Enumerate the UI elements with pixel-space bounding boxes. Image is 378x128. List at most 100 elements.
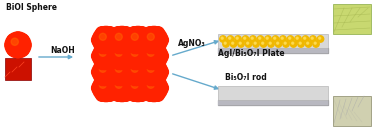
Circle shape xyxy=(230,41,237,47)
Circle shape xyxy=(284,42,286,44)
Circle shape xyxy=(128,27,140,39)
Circle shape xyxy=(139,34,152,46)
Circle shape xyxy=(104,59,116,71)
Circle shape xyxy=(289,37,291,39)
Circle shape xyxy=(139,66,152,78)
Circle shape xyxy=(266,37,268,39)
Circle shape xyxy=(310,36,316,42)
Circle shape xyxy=(280,36,286,42)
Circle shape xyxy=(152,57,164,69)
Circle shape xyxy=(235,36,241,42)
Circle shape xyxy=(119,89,132,101)
Circle shape xyxy=(108,82,121,94)
Circle shape xyxy=(91,82,104,94)
Circle shape xyxy=(259,37,261,39)
Circle shape xyxy=(12,32,24,44)
Circle shape xyxy=(92,58,119,86)
Circle shape xyxy=(304,37,306,39)
Circle shape xyxy=(156,82,169,94)
Circle shape xyxy=(115,81,122,88)
Circle shape xyxy=(112,27,124,39)
Circle shape xyxy=(296,37,298,39)
Circle shape xyxy=(232,42,234,44)
Circle shape xyxy=(108,42,136,70)
Circle shape xyxy=(139,50,152,62)
Circle shape xyxy=(96,41,108,53)
Circle shape xyxy=(108,26,136,54)
Circle shape xyxy=(19,39,31,51)
Circle shape xyxy=(283,41,289,47)
Circle shape xyxy=(104,41,116,53)
Circle shape xyxy=(253,41,259,47)
Circle shape xyxy=(254,42,256,44)
Circle shape xyxy=(124,34,136,46)
Circle shape xyxy=(119,73,132,85)
Circle shape xyxy=(124,58,152,86)
Circle shape xyxy=(242,36,249,42)
Circle shape xyxy=(99,33,106,40)
Circle shape xyxy=(281,37,283,39)
Circle shape xyxy=(220,36,226,42)
Circle shape xyxy=(119,75,132,87)
Circle shape xyxy=(314,42,316,44)
Circle shape xyxy=(96,27,108,39)
Circle shape xyxy=(136,57,149,69)
Circle shape xyxy=(104,43,116,55)
Circle shape xyxy=(108,34,121,46)
Circle shape xyxy=(99,81,106,88)
Circle shape xyxy=(298,41,304,47)
Circle shape xyxy=(245,41,252,47)
Circle shape xyxy=(152,59,164,71)
Circle shape xyxy=(257,36,264,42)
Circle shape xyxy=(140,58,167,86)
Circle shape xyxy=(144,73,156,85)
Circle shape xyxy=(152,89,164,101)
Circle shape xyxy=(108,50,121,62)
Circle shape xyxy=(250,36,256,42)
Circle shape xyxy=(275,41,282,47)
Circle shape xyxy=(124,50,136,62)
Circle shape xyxy=(112,41,124,53)
Circle shape xyxy=(144,57,156,69)
Circle shape xyxy=(140,42,167,70)
Circle shape xyxy=(108,82,121,94)
Circle shape xyxy=(124,26,152,54)
Circle shape xyxy=(236,37,238,39)
Circle shape xyxy=(140,74,167,102)
Polygon shape xyxy=(218,48,328,53)
Circle shape xyxy=(265,36,271,42)
Circle shape xyxy=(227,36,234,42)
Circle shape xyxy=(307,42,309,44)
Circle shape xyxy=(91,34,104,46)
Circle shape xyxy=(144,41,156,53)
Circle shape xyxy=(108,58,136,86)
Circle shape xyxy=(119,43,132,55)
Circle shape xyxy=(152,43,164,55)
Text: AgNO₃: AgNO₃ xyxy=(178,39,206,48)
Circle shape xyxy=(128,59,140,71)
Circle shape xyxy=(5,32,31,58)
Circle shape xyxy=(119,59,132,71)
Circle shape xyxy=(144,43,156,55)
Circle shape xyxy=(302,36,309,42)
Circle shape xyxy=(108,66,121,78)
Circle shape xyxy=(108,50,121,62)
Circle shape xyxy=(11,38,19,45)
Circle shape xyxy=(152,27,164,39)
FancyBboxPatch shape xyxy=(218,86,328,100)
Circle shape xyxy=(136,89,149,101)
Circle shape xyxy=(269,42,271,44)
Circle shape xyxy=(139,82,152,94)
Circle shape xyxy=(96,43,108,55)
Circle shape xyxy=(104,75,116,87)
Circle shape xyxy=(91,50,104,62)
Circle shape xyxy=(7,44,19,56)
Circle shape xyxy=(290,41,297,47)
Circle shape xyxy=(147,65,154,72)
Circle shape xyxy=(96,57,108,69)
FancyBboxPatch shape xyxy=(333,4,371,34)
Circle shape xyxy=(112,59,124,71)
Circle shape xyxy=(92,74,119,102)
Circle shape xyxy=(128,89,140,101)
Circle shape xyxy=(295,36,301,42)
